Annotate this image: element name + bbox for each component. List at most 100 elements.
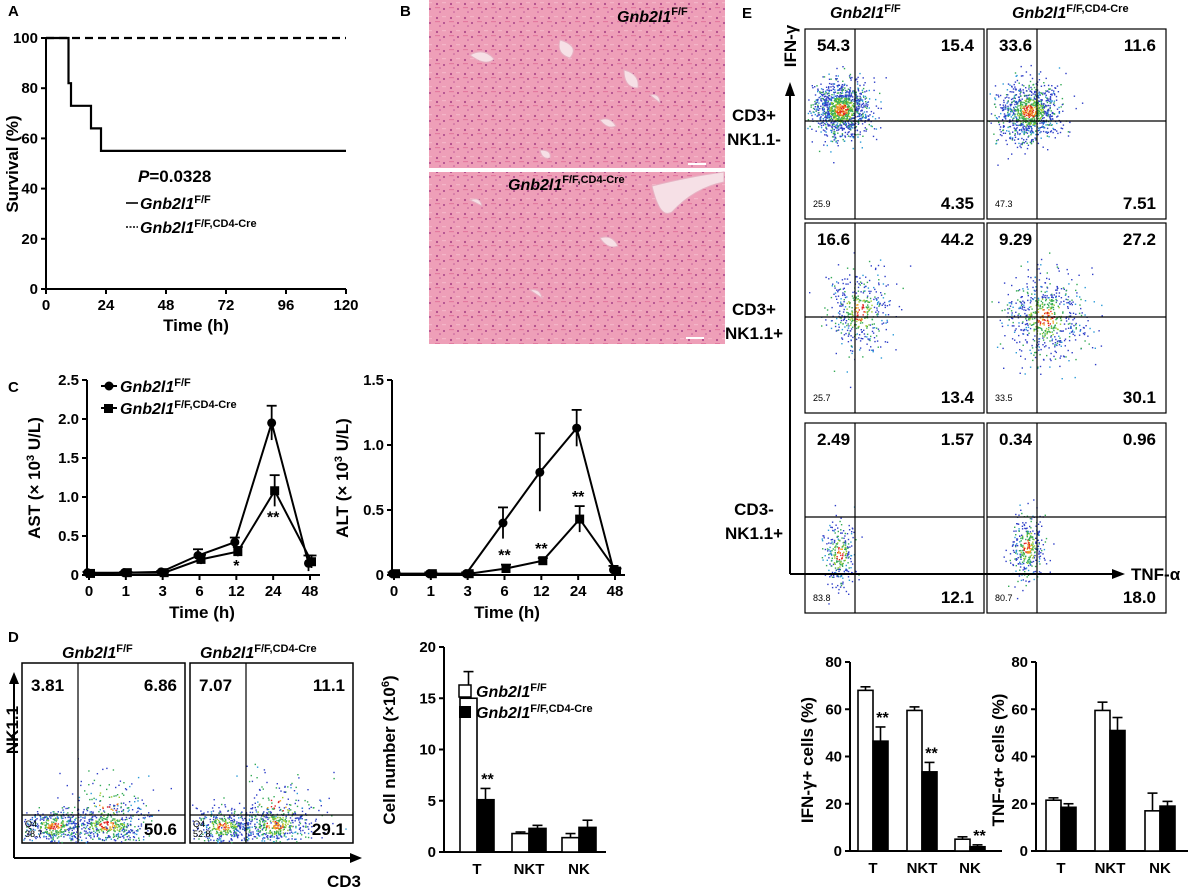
flow-d-dot	[220, 831, 222, 834]
flow-e-dot	[1030, 114, 1032, 117]
flow-d-dot	[64, 833, 66, 836]
flow-e-dot	[1015, 100, 1017, 103]
flow-e-dot	[844, 306, 847, 308]
flow-e-dot	[845, 97, 847, 100]
flow-d-dot	[92, 838, 94, 840]
flow-d-dot	[67, 821, 70, 823]
flow-d-dot	[70, 827, 72, 830]
flow-e-dot	[1028, 101, 1030, 104]
flow-e-dot	[824, 100, 826, 102]
flow-d-dot	[67, 824, 69, 826]
flow-d-dot	[78, 796, 81, 799]
flow-e-dot	[1054, 87, 1056, 89]
flow-e-dot	[850, 118, 852, 120]
flow-d-dot	[304, 819, 306, 821]
flow-d-dot	[225, 826, 228, 828]
flow-e-dot	[819, 119, 822, 121]
flow-e-dot	[840, 127, 842, 129]
flow-e-dot	[843, 103, 845, 106]
flow-e-dot	[814, 106, 817, 108]
flow-e-dot	[1050, 335, 1053, 337]
flow-e-dot	[834, 109, 836, 111]
flow-d-dot	[225, 822, 227, 824]
flow-e-dot	[1037, 129, 1040, 132]
flow-e-dot	[847, 113, 850, 116]
flow-e-dot	[860, 119, 862, 121]
flow-e-dot	[850, 133, 852, 135]
flow-d-dot	[230, 823, 232, 825]
flow-d-dot	[273, 818, 276, 820]
flow-d-dot	[273, 841, 275, 843]
flow-d-dot	[55, 820, 57, 822]
flow-d-dot	[103, 821, 105, 824]
flow-e-dot	[842, 89, 844, 91]
flow-d-dot	[126, 823, 129, 825]
flow-d-dot	[125, 839, 127, 841]
flow-d-dot	[294, 817, 297, 820]
flow-d-dot	[129, 785, 131, 788]
flow-e-dot	[839, 313, 841, 315]
flow-d-dot	[262, 788, 264, 790]
flow-e-dot	[1017, 105, 1019, 107]
flow-e-dot	[834, 114, 836, 117]
flow-d-dot	[223, 797, 225, 799]
flow-d-dot	[279, 830, 282, 832]
flow-e-dot	[875, 138, 878, 141]
flow-d-dot	[277, 816, 279, 819]
flow-e-dot	[824, 101, 826, 103]
flow-e-dot	[1048, 314, 1051, 317]
flow-d-q4-label: Q4	[193, 819, 205, 829]
flow-d-dot	[228, 818, 230, 820]
flow-d-dot	[27, 824, 29, 826]
flow-e-dot	[844, 135, 846, 137]
flow-d-dot	[105, 826, 107, 828]
flow-e-dot	[834, 101, 836, 103]
flow-e-dot	[1039, 353, 1041, 356]
flow-d-dot	[102, 807, 104, 810]
flow-d-dot	[67, 834, 70, 836]
flow-e-dot	[885, 285, 887, 287]
flow-e-dot	[835, 78, 837, 80]
flow-d-dot	[246, 827, 248, 829]
flow-e-dot	[1031, 308, 1033, 310]
flow-e-dot	[993, 103, 996, 106]
flow-e-dot	[862, 314, 864, 316]
flow-e-dot	[838, 99, 841, 101]
flow-d-dot	[286, 803, 288, 806]
flow-d-dot	[113, 813, 115, 815]
flow-d-dot	[231, 812, 233, 814]
flow-e-dot	[855, 327, 858, 330]
flow-e-dot	[836, 118, 838, 121]
flow-d-dot	[274, 817, 277, 820]
flow-d-dot	[246, 839, 248, 841]
flow-d-dot	[215, 828, 217, 831]
flow-e-dot	[843, 101, 845, 103]
flow-e-dot	[842, 305, 844, 307]
flow-d-dot	[142, 821, 145, 823]
flow-e-dot	[1031, 91, 1033, 94]
flow-d-dot	[118, 820, 121, 822]
flow-e-dot	[828, 117, 830, 119]
flow-d-dot	[62, 817, 64, 819]
flow-d-dot	[71, 837, 74, 840]
flow-d-dot	[102, 795, 104, 798]
flow-d-dot	[267, 797, 270, 799]
flow-e-dot	[1078, 312, 1081, 315]
flow-e-dot	[849, 302, 851, 304]
flow-e-dot	[822, 104, 824, 106]
flow-e-dot	[828, 73, 830, 75]
flow-d-dot	[217, 824, 219, 826]
flow-d-dot	[54, 824, 56, 826]
flow-e-dot	[868, 290, 870, 292]
flow-e-dot	[1032, 131, 1034, 133]
flow-e-dot	[1011, 301, 1013, 303]
flow-e-dot	[837, 282, 840, 284]
flow-d-dot	[258, 819, 261, 822]
flow-e-dot	[886, 305, 889, 307]
flow-d-dot	[310, 806, 312, 808]
flow-e-dot	[1023, 142, 1025, 144]
flow-e-dot	[858, 114, 861, 117]
flow-d-dot	[210, 839, 212, 841]
flow-d-dot	[114, 818, 116, 820]
flow-e-dot	[995, 106, 997, 108]
